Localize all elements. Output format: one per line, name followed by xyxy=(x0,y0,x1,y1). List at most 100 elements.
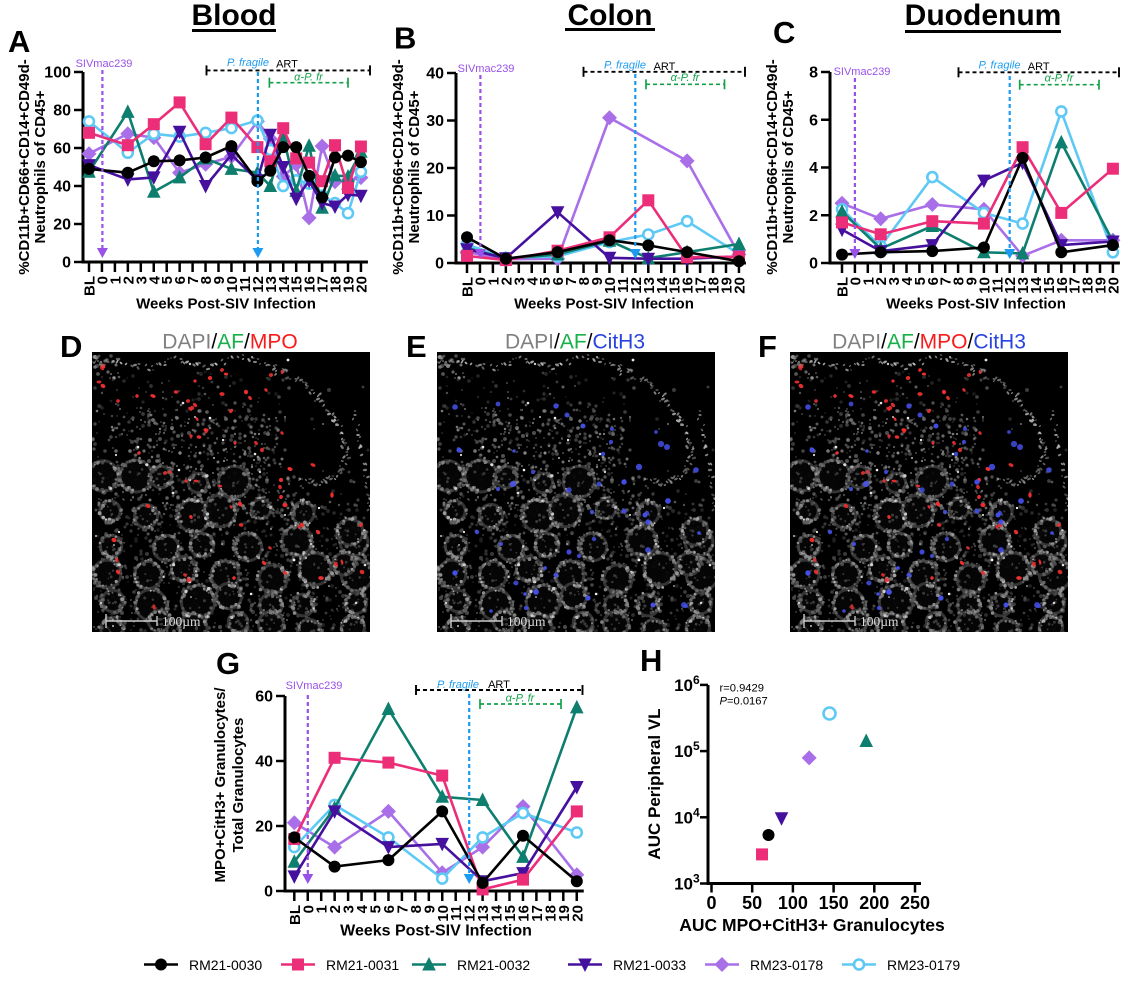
svg-text:SIVmac239: SIVmac239 xyxy=(834,66,891,78)
svg-text:6: 6 xyxy=(809,112,818,129)
svg-text:%CD11b+CD66+CD14+CD49d-: %CD11b+CD66+CD14+CD49d- xyxy=(16,59,33,275)
svg-text:BL: BL xyxy=(82,276,99,296)
svg-text:Weeks Post-SIV Infection: Weeks Post-SIV Infection xyxy=(136,296,316,313)
svg-text:P. fragile: P. fragile xyxy=(437,679,479,691)
svg-text:15: 15 xyxy=(1041,277,1058,294)
svg-text:DAPI/AF/CitH3: DAPI/AF/CitH3 xyxy=(505,331,645,354)
svg-text:9: 9 xyxy=(964,277,981,285)
svg-text:D: D xyxy=(60,329,82,364)
svg-text:19: 19 xyxy=(341,276,358,293)
svg-text:AUC MPO+CitH3+ Granulocytes: AUC MPO+CitH3+ Granulocytes xyxy=(679,915,945,935)
svg-text:10: 10 xyxy=(976,277,993,294)
svg-text:0: 0 xyxy=(94,276,111,284)
svg-text:18: 18 xyxy=(328,276,345,293)
svg-text:3: 3 xyxy=(886,277,903,285)
svg-text:7: 7 xyxy=(394,905,411,913)
svg-text:10: 10 xyxy=(674,676,693,695)
svg-text:Neutrophils of CD45+: Neutrophils of CD45+ xyxy=(32,90,49,243)
svg-text:8: 8 xyxy=(809,65,818,82)
svg-text:20: 20 xyxy=(731,277,748,294)
svg-text:18: 18 xyxy=(706,277,723,294)
svg-text:B: B xyxy=(394,21,416,56)
svg-text:6: 6 xyxy=(172,276,189,284)
svg-text:100: 100 xyxy=(778,893,808,913)
svg-text:8: 8 xyxy=(951,277,968,285)
svg-text:20: 20 xyxy=(53,217,71,234)
svg-text:MPO+CitH3+ Granulocytes/: MPO+CitH3+ Granulocytes/ xyxy=(212,687,229,883)
svg-text:16: 16 xyxy=(1054,277,1071,294)
svg-text:2: 2 xyxy=(327,905,344,913)
svg-text:17: 17 xyxy=(315,276,332,293)
svg-text:5: 5 xyxy=(537,277,554,285)
svg-text:H: H xyxy=(640,643,662,678)
svg-text:ART: ART xyxy=(1028,61,1050,73)
svg-text:6: 6 xyxy=(550,277,567,285)
svg-text:4: 4 xyxy=(354,904,371,913)
svg-text:14: 14 xyxy=(654,276,671,293)
svg-text:6: 6 xyxy=(925,277,942,285)
svg-text:7: 7 xyxy=(185,276,202,284)
svg-text:DAPI/AF/MPO/CitH3: DAPI/AF/MPO/CitH3 xyxy=(832,331,1026,354)
svg-text:5: 5 xyxy=(159,276,176,284)
svg-text:r=0.9429: r=0.9429 xyxy=(720,683,764,695)
svg-text:11: 11 xyxy=(615,277,632,293)
svg-text:RM23-0179: RM23-0179 xyxy=(887,957,960,973)
svg-text:2: 2 xyxy=(809,208,818,225)
svg-text:14: 14 xyxy=(1028,276,1045,293)
svg-text:9: 9 xyxy=(211,276,228,284)
svg-text:RM21-0031: RM21-0031 xyxy=(326,957,399,973)
svg-text:3: 3 xyxy=(511,277,528,285)
svg-text:40: 40 xyxy=(426,66,444,83)
svg-text:BL: BL xyxy=(835,277,852,297)
svg-text:17: 17 xyxy=(693,277,710,294)
svg-text:2: 2 xyxy=(498,277,515,285)
svg-text:α-P. fr: α-P. fr xyxy=(294,72,324,84)
svg-text:C: C xyxy=(773,15,795,50)
svg-text:40: 40 xyxy=(255,754,273,771)
svg-text:11: 11 xyxy=(989,277,1006,293)
svg-text:6: 6 xyxy=(381,905,398,913)
svg-text:15: 15 xyxy=(502,905,519,922)
svg-text:BL: BL xyxy=(287,905,304,925)
svg-text:G: G xyxy=(216,646,240,681)
svg-text:4: 4 xyxy=(146,275,163,284)
svg-text:20: 20 xyxy=(255,819,273,836)
svg-text:0: 0 xyxy=(264,884,273,901)
svg-text:8: 8 xyxy=(576,277,593,285)
svg-text:9: 9 xyxy=(589,277,606,285)
svg-text:Weeks Post-SIV Infection: Weeks Post-SIV Infection xyxy=(340,923,532,940)
svg-text:4: 4 xyxy=(899,276,916,285)
svg-text:60: 60 xyxy=(255,689,273,706)
svg-text:11: 11 xyxy=(448,905,465,921)
svg-text:2: 2 xyxy=(873,277,890,285)
svg-text:17: 17 xyxy=(529,905,546,922)
svg-text:16: 16 xyxy=(515,905,532,922)
svg-text:5: 5 xyxy=(912,277,929,285)
svg-text:1: 1 xyxy=(860,277,877,285)
svg-text:0: 0 xyxy=(809,256,818,273)
svg-text:0: 0 xyxy=(847,277,864,285)
svg-text:P. fragile: P. fragile xyxy=(227,57,269,69)
svg-text:Colon: Colon xyxy=(568,0,653,32)
svg-text:150: 150 xyxy=(819,893,849,913)
svg-text:80: 80 xyxy=(53,103,71,120)
svg-text:Neutrophils of CD45+: Neutrophils of CD45+ xyxy=(780,90,797,243)
svg-text:Weeks Post-SIV Infection: Weeks Post-SIV Infection xyxy=(514,296,694,313)
svg-text:13: 13 xyxy=(641,277,658,294)
svg-text:AUC Peripheral VL: AUC Peripheral VL xyxy=(645,708,664,859)
svg-text:10: 10 xyxy=(674,808,693,827)
svg-text:0: 0 xyxy=(472,277,489,285)
svg-text:7: 7 xyxy=(563,277,580,285)
svg-text:20: 20 xyxy=(1105,277,1122,294)
svg-text:40: 40 xyxy=(53,179,71,196)
svg-text:30: 30 xyxy=(426,113,444,130)
svg-text:4: 4 xyxy=(809,160,818,177)
svg-text:13: 13 xyxy=(1015,277,1032,294)
svg-text:α-P. fr: α-P. fr xyxy=(506,693,536,705)
svg-text:DAPI/AF/MPO: DAPI/AF/MPO xyxy=(162,331,297,354)
svg-text:20: 20 xyxy=(569,905,586,922)
svg-text:F: F xyxy=(758,329,777,364)
svg-text:16: 16 xyxy=(680,277,697,294)
svg-text:200: 200 xyxy=(859,893,889,913)
svg-text:5: 5 xyxy=(693,739,700,753)
